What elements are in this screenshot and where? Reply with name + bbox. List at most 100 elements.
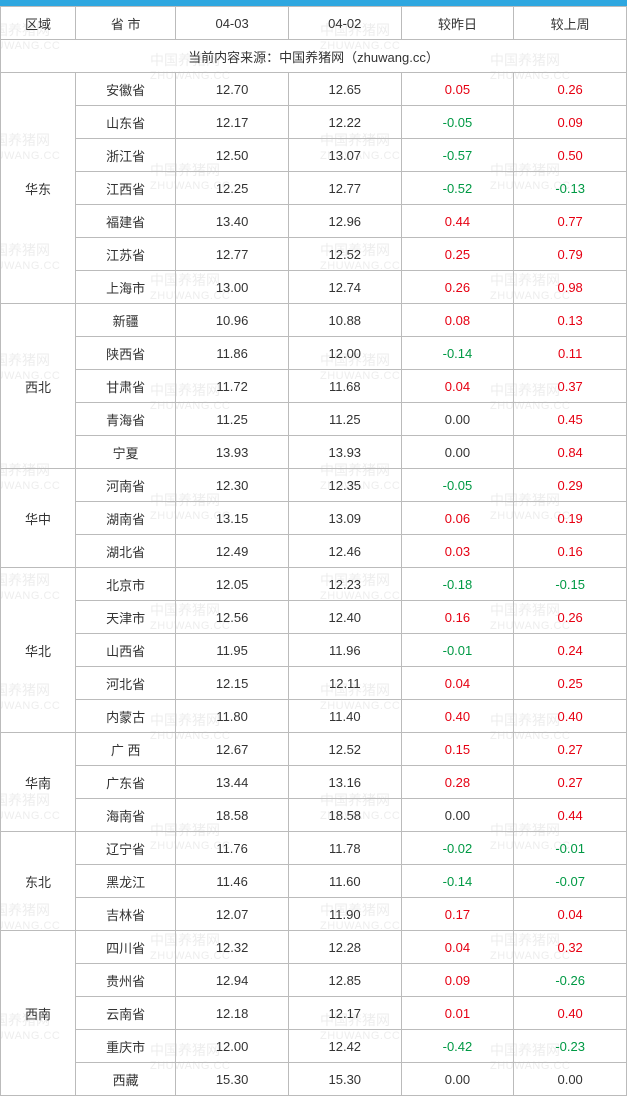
- delta-lastweek-cell: 0.26: [514, 601, 627, 634]
- date1-cell: 12.17: [176, 106, 289, 139]
- province-cell: 新疆: [76, 304, 176, 337]
- delta-lastweek-cell: 0.84: [514, 436, 627, 469]
- region-cell: 东北: [1, 832, 76, 931]
- date2-cell: 11.40: [288, 700, 401, 733]
- delta-yesterday-cell: -0.01: [401, 634, 514, 667]
- date1-cell: 12.70: [176, 73, 289, 106]
- date1-cell: 12.30: [176, 469, 289, 502]
- date1-cell: 18.58: [176, 799, 289, 832]
- delta-yesterday-cell: 0.08: [401, 304, 514, 337]
- date2-cell: 12.96: [288, 205, 401, 238]
- delta-yesterday-cell: 0.00: [401, 403, 514, 436]
- table-row: 华南广 西12.6712.520.150.27: [1, 733, 627, 766]
- delta-lastweek-cell: 0.32: [514, 931, 627, 964]
- table-row: 重庆市12.0012.42-0.42-0.23: [1, 1030, 627, 1063]
- province-cell: 黑龙江: [76, 865, 176, 898]
- date2-cell: 12.52: [288, 733, 401, 766]
- date2-cell: 12.17: [288, 997, 401, 1030]
- delta-lastweek-cell: 0.37: [514, 370, 627, 403]
- delta-lastweek-cell: -0.13: [514, 172, 627, 205]
- delta-yesterday-cell: -0.57: [401, 139, 514, 172]
- province-cell: 广 西: [76, 733, 176, 766]
- delta-yesterday-cell: 0.44: [401, 205, 514, 238]
- delta-yesterday-cell: 0.04: [401, 667, 514, 700]
- date2-cell: 12.00: [288, 337, 401, 370]
- table-row: 西南四川省12.3212.280.040.32: [1, 931, 627, 964]
- date2-cell: 11.78: [288, 832, 401, 865]
- delta-yesterday-cell: -0.05: [401, 469, 514, 502]
- region-cell: 西北: [1, 304, 76, 469]
- table-row: 云南省12.1812.170.010.40: [1, 997, 627, 1030]
- province-cell: 甘肃省: [76, 370, 176, 403]
- delta-lastweek-cell: 0.44: [514, 799, 627, 832]
- date2-cell: 12.28: [288, 931, 401, 964]
- region-cell: 华中: [1, 469, 76, 568]
- table-row: 福建省13.4012.960.440.77: [1, 205, 627, 238]
- delta-yesterday-cell: 0.00: [401, 799, 514, 832]
- province-cell: 天津市: [76, 601, 176, 634]
- date2-cell: 12.23: [288, 568, 401, 601]
- delta-yesterday-cell: 0.00: [401, 1063, 514, 1096]
- date2-cell: 12.35: [288, 469, 401, 502]
- date2-cell: 11.90: [288, 898, 401, 931]
- region-cell: 华南: [1, 733, 76, 832]
- table-row: 山西省11.9511.96-0.010.24: [1, 634, 627, 667]
- date1-cell: 12.05: [176, 568, 289, 601]
- date1-cell: 11.80: [176, 700, 289, 733]
- region-cell: 华东: [1, 73, 76, 304]
- date2-cell: 18.58: [288, 799, 401, 832]
- delta-lastweek-cell: -0.01: [514, 832, 627, 865]
- date2-cell: 12.65: [288, 73, 401, 106]
- province-cell: 广东省: [76, 766, 176, 799]
- province-cell: 上海市: [76, 271, 176, 304]
- delta-yesterday-cell: 0.25: [401, 238, 514, 271]
- delta-lastweek-cell: 0.27: [514, 766, 627, 799]
- table-row: 湖南省13.1513.090.060.19: [1, 502, 627, 535]
- province-cell: 安徽省: [76, 73, 176, 106]
- province-cell: 湖北省: [76, 535, 176, 568]
- date2-cell: 12.85: [288, 964, 401, 997]
- date1-cell: 12.07: [176, 898, 289, 931]
- table-row: 河北省12.1512.110.040.25: [1, 667, 627, 700]
- date1-cell: 12.25: [176, 172, 289, 205]
- table-row: 青海省11.2511.250.000.45: [1, 403, 627, 436]
- date2-cell: 11.96: [288, 634, 401, 667]
- price-table: 区域 省 市 04-03 04-02 较昨日 较上周 当前内容来源：中国养猪网（…: [0, 6, 627, 1096]
- delta-lastweek-cell: 0.77: [514, 205, 627, 238]
- delta-lastweek-cell: -0.15: [514, 568, 627, 601]
- date2-cell: 12.22: [288, 106, 401, 139]
- table-row: 湖北省12.4912.460.030.16: [1, 535, 627, 568]
- date1-cell: 12.50: [176, 139, 289, 172]
- date1-cell: 13.15: [176, 502, 289, 535]
- delta-lastweek-cell: 0.40: [514, 997, 627, 1030]
- date2-cell: 11.60: [288, 865, 401, 898]
- delta-yesterday-cell: 0.04: [401, 370, 514, 403]
- delta-lastweek-cell: 0.13: [514, 304, 627, 337]
- province-cell: 湖南省: [76, 502, 176, 535]
- date2-cell: 11.25: [288, 403, 401, 436]
- province-cell: 山东省: [76, 106, 176, 139]
- date2-cell: 13.07: [288, 139, 401, 172]
- date2-cell: 13.09: [288, 502, 401, 535]
- delta-lastweek-cell: 0.00: [514, 1063, 627, 1096]
- province-cell: 北京市: [76, 568, 176, 601]
- table-row: 宁夏13.9313.930.000.84: [1, 436, 627, 469]
- delta-yesterday-cell: 0.26: [401, 271, 514, 304]
- date1-cell: 15.30: [176, 1063, 289, 1096]
- delta-yesterday-cell: 0.01: [401, 997, 514, 1030]
- table-row: 华东安徽省12.7012.650.050.26: [1, 73, 627, 106]
- province-cell: 江西省: [76, 172, 176, 205]
- delta-yesterday-cell: 0.06: [401, 502, 514, 535]
- table-row: 陕西省11.8612.00-0.140.11: [1, 337, 627, 370]
- delta-yesterday-cell: 0.00: [401, 436, 514, 469]
- table-row: 西藏15.3015.300.000.00: [1, 1063, 627, 1096]
- delta-yesterday-cell: -0.02: [401, 832, 514, 865]
- date1-cell: 12.94: [176, 964, 289, 997]
- table-row: 海南省18.5818.580.000.44: [1, 799, 627, 832]
- col-province: 省 市: [76, 7, 176, 40]
- header-row: 区域 省 市 04-03 04-02 较昨日 较上周: [1, 7, 627, 40]
- province-cell: 河南省: [76, 469, 176, 502]
- date2-cell: 12.42: [288, 1030, 401, 1063]
- date1-cell: 11.46: [176, 865, 289, 898]
- delta-yesterday-cell: 0.40: [401, 700, 514, 733]
